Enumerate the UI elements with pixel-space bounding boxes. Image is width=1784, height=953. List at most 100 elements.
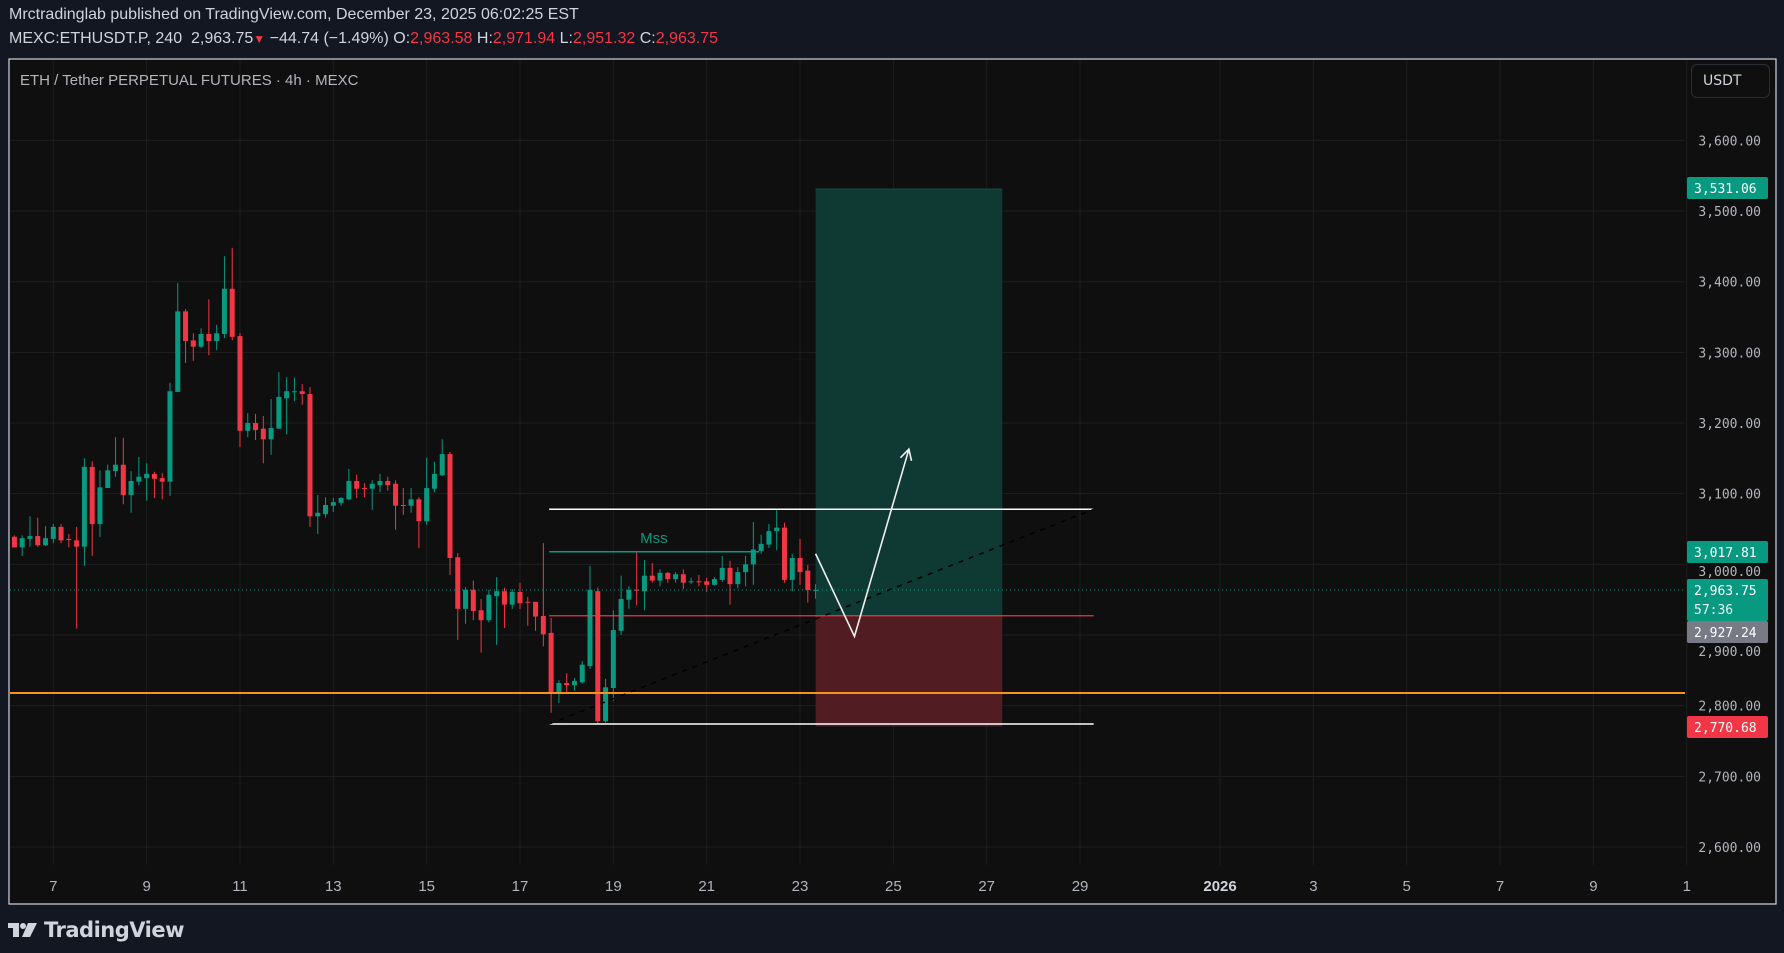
candle-body — [416, 499, 422, 522]
drawings[interactable] — [10, 447, 1685, 725]
candle-body — [237, 336, 243, 431]
candle-body — [167, 391, 173, 482]
price-tag-bg — [1687, 177, 1768, 199]
price-change: −44.74 (−1.49%) — [269, 30, 389, 47]
candle — [797, 538, 803, 585]
long-position-tool[interactable] — [815, 188, 1003, 727]
down-triangle-icon: ▼ — [253, 32, 266, 46]
candle — [276, 372, 282, 429]
candle-body — [447, 454, 453, 558]
tradingview-logo[interactable]: TradingView — [8, 918, 184, 942]
candle-body — [424, 488, 430, 522]
candle — [11, 535, 17, 548]
candle — [680, 569, 686, 590]
candle-body — [175, 311, 181, 392]
candle — [509, 589, 515, 609]
price-tag-label: 3,017.81 — [1694, 546, 1757, 561]
candle-body — [385, 480, 391, 486]
candle — [463, 586, 469, 624]
candle — [727, 560, 733, 605]
candle — [315, 495, 321, 534]
price-tag-bg — [1687, 716, 1768, 738]
candle-body — [58, 526, 64, 541]
y-tick-label: 3,300.00 — [1698, 346, 1761, 361]
candle-body — [533, 601, 539, 617]
candle — [151, 471, 157, 498]
dashed-trendline[interactable] — [548, 508, 1094, 725]
candle-body — [463, 589, 469, 609]
candle — [393, 480, 399, 530]
candle-body — [323, 504, 329, 515]
candle-body — [525, 601, 531, 603]
candle-body — [400, 504, 406, 506]
loss-zone[interactable] — [815, 615, 1003, 727]
arrow-head-icon — [899, 447, 913, 462]
price-tag-label: 3,531.06 — [1694, 182, 1757, 197]
candle-body — [346, 480, 352, 500]
x-tick-label: 13 — [325, 878, 342, 895]
candle-body — [719, 567, 725, 580]
candle — [81, 458, 87, 566]
candle — [105, 464, 111, 489]
close-label: C: — [639, 30, 656, 47]
x-tick-label: 9 — [142, 878, 150, 895]
candle-body — [603, 687, 609, 722]
candle-body — [330, 502, 336, 506]
candle — [696, 574, 702, 587]
candle — [758, 534, 764, 554]
candle — [571, 678, 577, 691]
axes: 3,531.06 3,017.81 2,963.75 57:36 2,927.24 2,7… — [49, 134, 1768, 895]
candle — [253, 413, 259, 440]
x-tick-label: 11 — [232, 878, 248, 895]
candle — [525, 596, 531, 626]
x-tick-label: 25 — [885, 878, 902, 895]
candle-body — [128, 480, 134, 496]
x-tick-label: 7 — [49, 878, 57, 895]
price-tag-label: 2,927.24 — [1694, 626, 1757, 641]
candle-body — [408, 499, 414, 506]
candle-body — [299, 391, 305, 395]
tradingview-logo-icon — [8, 923, 37, 937]
candle — [113, 437, 119, 477]
candle-body — [781, 527, 787, 580]
candle-body — [657, 572, 663, 581]
candle — [587, 565, 593, 669]
candle — [478, 598, 484, 653]
candle-body — [307, 394, 313, 517]
candle-body — [74, 540, 80, 547]
candle-body — [113, 464, 119, 472]
x-tick-label: 27 — [978, 878, 995, 895]
candle-body — [214, 333, 220, 342]
last-price: 2,963.75 — [190, 30, 254, 47]
candle-body — [439, 454, 445, 476]
candle-body — [735, 572, 741, 585]
candle — [595, 587, 601, 725]
price-tag: 2,927.24 — [1687, 621, 1768, 643]
candle — [307, 386, 313, 527]
candle — [284, 377, 290, 435]
candle — [144, 463, 150, 501]
candle — [548, 618, 554, 713]
candle — [128, 471, 134, 513]
candle — [610, 610, 616, 701]
currency-button[interactable]: USDT — [1691, 64, 1770, 98]
candle-body — [501, 591, 507, 605]
price-tag-label: 2,963.75 — [1694, 584, 1757, 599]
candle — [781, 522, 787, 583]
candle-body — [494, 591, 500, 597]
high-label: H: — [476, 30, 493, 47]
price-tag-label: 2,770.68 — [1694, 721, 1757, 736]
profit-zone[interactable] — [815, 189, 1003, 616]
projection-path[interactable] — [814, 448, 910, 639]
candle — [408, 488, 414, 513]
candle-body — [245, 423, 251, 431]
candle — [35, 517, 41, 547]
candle-body — [540, 615, 546, 635]
candle — [805, 565, 811, 603]
candle — [424, 457, 430, 525]
candle-body — [696, 581, 702, 583]
candle — [346, 468, 352, 501]
low-label: L: — [559, 30, 573, 47]
candle — [688, 577, 694, 585]
